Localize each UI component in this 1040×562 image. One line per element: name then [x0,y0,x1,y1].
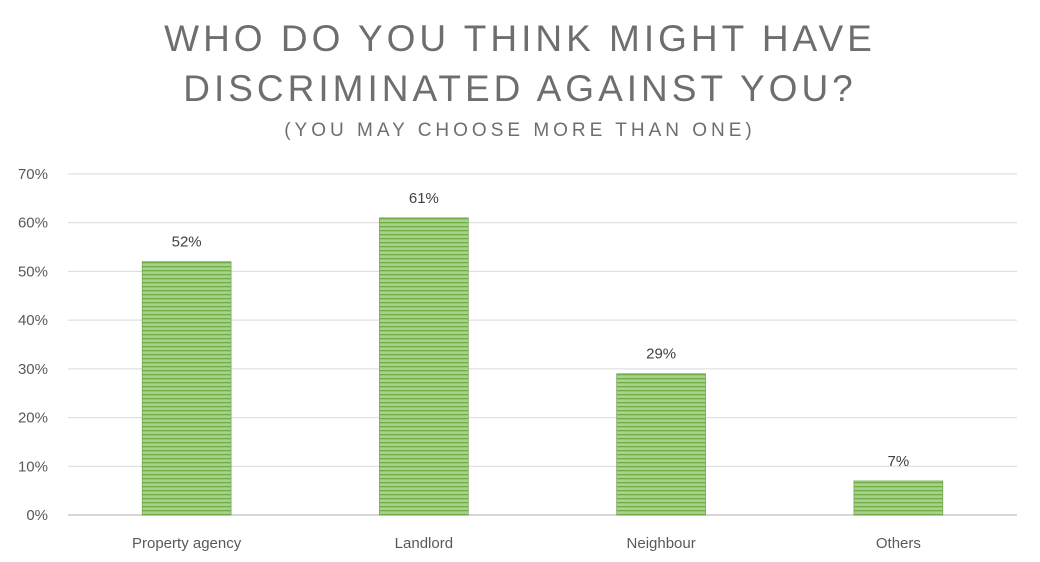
x-tick-label: Others [876,535,921,552]
chart-subtitle: (YOU MAY CHOOSE MORE THAN ONE) [284,120,756,141]
bar [853,480,944,516]
data-label: 29% [646,346,676,363]
data-label: 7% [888,453,910,470]
bar [616,373,706,516]
bar [141,261,232,516]
bar [379,217,469,516]
chart-title-line-2: DISCRIMINATED AGAINST YOU? [183,68,857,109]
x-tick-label: Neighbour [627,535,696,552]
y-tick-label: 20% [18,410,48,427]
y-tick-label: 0% [26,507,48,524]
x-tick-label: Property agency [132,535,242,552]
y-tick-label: 10% [18,458,48,475]
y-tick-label: 60% [18,215,48,232]
y-tick-label: 70% [18,166,48,183]
y-tick-label: 50% [18,263,48,280]
chart-title-line-1: WHO DO YOU THINK MIGHT HAVE [164,18,876,59]
x-tick-label: Landlord [395,535,453,552]
data-label: 61% [409,190,439,207]
y-tick-label: 30% [18,361,48,378]
data-label: 52% [172,234,202,251]
y-tick-label: 40% [18,312,48,329]
